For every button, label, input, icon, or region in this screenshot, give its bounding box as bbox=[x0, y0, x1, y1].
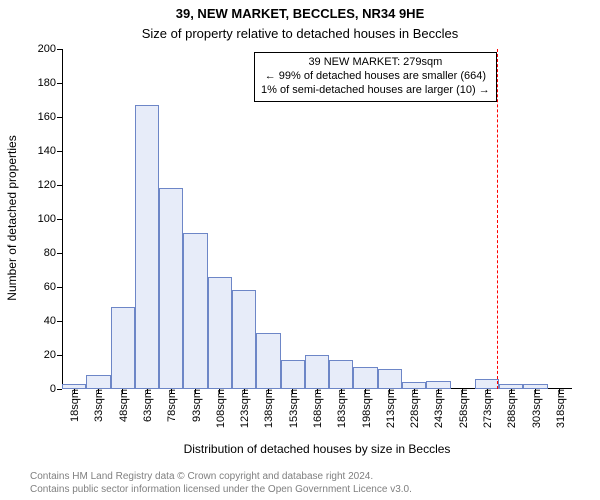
y-tick-label: 180 bbox=[38, 77, 62, 89]
x-tick-label: 198sqm bbox=[359, 389, 373, 428]
x-tick-label: 213sqm bbox=[383, 389, 397, 428]
x-tick-label: 243sqm bbox=[431, 389, 445, 428]
y-tick-label: 60 bbox=[44, 281, 62, 293]
histogram-bar bbox=[329, 360, 353, 389]
histogram-bar bbox=[232, 290, 256, 389]
histogram-bar bbox=[62, 384, 86, 389]
y-tick-label: 120 bbox=[38, 179, 62, 191]
y-tick-label: 160 bbox=[38, 111, 62, 123]
y-tick-label: 200 bbox=[38, 43, 62, 55]
histogram-bar bbox=[305, 355, 329, 389]
histogram-bar bbox=[281, 360, 305, 389]
x-tick-label: 108sqm bbox=[213, 389, 227, 428]
x-tick-label: 258sqm bbox=[456, 389, 470, 428]
y-tick-label: 80 bbox=[44, 247, 62, 259]
histogram-bar bbox=[183, 233, 207, 389]
x-tick-label: 93sqm bbox=[189, 389, 203, 422]
footer-line-1: Contains HM Land Registry data © Crown c… bbox=[30, 470, 412, 483]
marker-line bbox=[497, 49, 498, 389]
x-tick-label: 318sqm bbox=[553, 389, 567, 428]
y-tick-label: 40 bbox=[44, 315, 62, 327]
histogram-bar bbox=[523, 384, 547, 389]
annotation-box: 39 NEW MARKET: 279sqm← 99% of detached h… bbox=[254, 52, 497, 101]
x-tick-label: 63sqm bbox=[140, 389, 154, 422]
histogram-bar bbox=[256, 333, 280, 389]
histogram-bar bbox=[475, 379, 499, 389]
x-tick-label: 228sqm bbox=[407, 389, 421, 428]
annotation-line: 39 NEW MARKET: 279sqm bbox=[261, 56, 490, 70]
annotation-line: ← 99% of detached houses are smaller (66… bbox=[261, 70, 490, 84]
x-tick-label: 153sqm bbox=[286, 389, 300, 428]
x-tick-label: 123sqm bbox=[237, 389, 251, 428]
x-tick-label: 168sqm bbox=[310, 389, 324, 428]
footer-line-2: Contains public sector information licen… bbox=[30, 483, 412, 496]
x-tick-label: 138sqm bbox=[261, 389, 275, 428]
x-tick-label: 273sqm bbox=[480, 389, 494, 428]
y-tick-label: 20 bbox=[44, 349, 62, 361]
histogram-bar bbox=[353, 367, 377, 389]
histogram-bar bbox=[208, 277, 232, 389]
x-tick-label: 33sqm bbox=[91, 389, 105, 422]
x-tick-label: 18sqm bbox=[67, 389, 81, 422]
y-tick-label: 140 bbox=[38, 145, 62, 157]
histogram-bar bbox=[402, 382, 426, 389]
x-tick-label: 183sqm bbox=[334, 389, 348, 428]
annotation-line: 1% of semi-detached houses are larger (1… bbox=[261, 84, 490, 98]
y-tick-label: 0 bbox=[50, 383, 62, 395]
y-tick-label: 100 bbox=[38, 213, 62, 225]
y-axis-line bbox=[62, 49, 63, 389]
histogram-bar bbox=[426, 381, 450, 390]
footer-attribution: Contains HM Land Registry data © Crown c… bbox=[30, 470, 412, 496]
x-tick-label: 48sqm bbox=[116, 389, 130, 422]
histogram-bar bbox=[159, 188, 183, 389]
histogram-bar bbox=[86, 375, 110, 389]
x-tick-label: 78sqm bbox=[164, 389, 178, 422]
x-axis-title: Distribution of detached houses by size … bbox=[62, 442, 572, 456]
histogram-bar bbox=[135, 105, 159, 389]
histogram-bar bbox=[499, 384, 523, 389]
x-tick-label: 303sqm bbox=[529, 389, 543, 428]
histogram-bar bbox=[378, 369, 402, 389]
x-tick-label: 288sqm bbox=[504, 389, 518, 428]
y-axis-title: Number of detached properties bbox=[5, 48, 19, 388]
chart-title: 39, NEW MARKET, BECCLES, NR34 9HE bbox=[0, 6, 600, 21]
plot-area: 02040608010012014016018020018sqm33sqm48s… bbox=[62, 48, 573, 389]
chart-subtitle: Size of property relative to detached ho… bbox=[0, 26, 600, 41]
histogram-bar bbox=[111, 307, 135, 389]
